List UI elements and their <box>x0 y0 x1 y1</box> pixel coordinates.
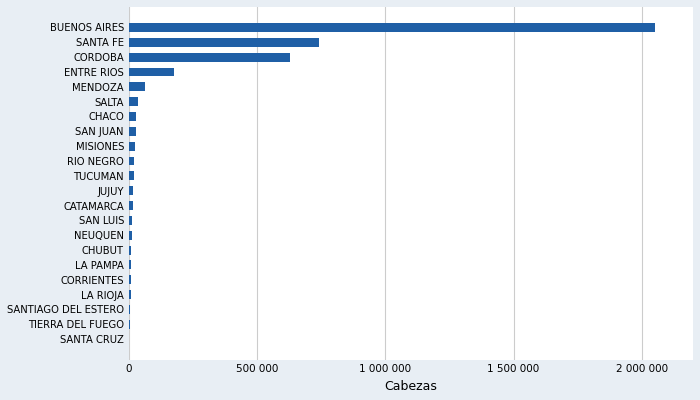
Bar <box>129 112 137 121</box>
Bar <box>129 260 131 269</box>
Bar <box>129 38 318 47</box>
Bar <box>129 127 136 136</box>
Bar <box>129 305 130 314</box>
Bar <box>129 97 138 106</box>
Bar <box>129 68 174 76</box>
Bar <box>129 201 133 210</box>
Bar <box>129 246 132 254</box>
Bar <box>129 142 135 151</box>
Bar <box>129 156 134 166</box>
Bar <box>129 186 134 195</box>
X-axis label: Cabezas: Cabezas <box>384 380 438 393</box>
Bar <box>129 290 131 299</box>
Bar <box>129 53 290 62</box>
Bar <box>129 216 132 225</box>
Bar <box>129 275 131 284</box>
Bar <box>129 320 130 329</box>
Bar <box>129 172 134 180</box>
Bar <box>129 82 146 91</box>
Bar <box>129 231 132 240</box>
Bar <box>129 23 654 32</box>
